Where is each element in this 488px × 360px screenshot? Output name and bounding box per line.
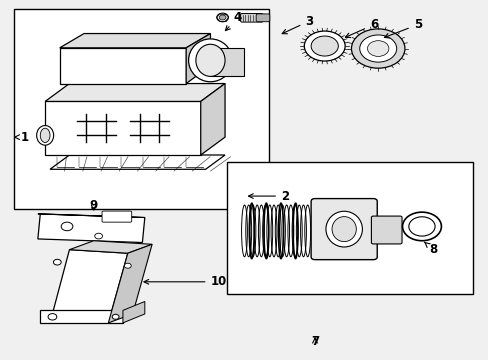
Circle shape bbox=[216, 13, 228, 22]
Polygon shape bbox=[38, 214, 144, 243]
Text: 4: 4 bbox=[225, 11, 242, 31]
Circle shape bbox=[61, 222, 73, 231]
Bar bbox=[14, 9, 268, 208]
Ellipse shape bbox=[40, 128, 50, 143]
Polygon shape bbox=[38, 214, 144, 217]
Polygon shape bbox=[69, 241, 152, 253]
Polygon shape bbox=[108, 244, 152, 323]
Polygon shape bbox=[186, 33, 210, 84]
Circle shape bbox=[304, 31, 345, 61]
Text: 1: 1 bbox=[15, 131, 29, 144]
Circle shape bbox=[95, 233, 102, 239]
Circle shape bbox=[112, 314, 119, 319]
Ellipse shape bbox=[196, 44, 224, 76]
Ellipse shape bbox=[325, 211, 362, 247]
Circle shape bbox=[219, 15, 225, 20]
Polygon shape bbox=[40, 310, 122, 323]
Circle shape bbox=[367, 41, 388, 57]
Circle shape bbox=[124, 263, 131, 268]
Text: 10: 10 bbox=[143, 275, 226, 288]
Ellipse shape bbox=[37, 126, 54, 145]
Text: 9: 9 bbox=[89, 198, 98, 212]
FancyBboxPatch shape bbox=[310, 199, 376, 260]
Ellipse shape bbox=[331, 217, 356, 242]
Circle shape bbox=[408, 217, 434, 236]
FancyBboxPatch shape bbox=[256, 14, 269, 22]
Circle shape bbox=[48, 314, 57, 320]
Text: 6: 6 bbox=[345, 18, 377, 37]
Circle shape bbox=[351, 29, 404, 68]
Polygon shape bbox=[60, 48, 186, 84]
Text: 5: 5 bbox=[384, 18, 421, 38]
FancyBboxPatch shape bbox=[240, 14, 263, 22]
Circle shape bbox=[359, 35, 396, 62]
Circle shape bbox=[310, 36, 338, 56]
Polygon shape bbox=[50, 249, 127, 323]
Polygon shape bbox=[201, 84, 224, 155]
FancyBboxPatch shape bbox=[102, 211, 131, 222]
Text: 3: 3 bbox=[282, 14, 313, 34]
Polygon shape bbox=[122, 301, 144, 323]
Bar bbox=[227, 162, 472, 294]
Polygon shape bbox=[60, 33, 210, 48]
Polygon shape bbox=[210, 48, 244, 76]
Text: 7: 7 bbox=[310, 335, 318, 348]
Circle shape bbox=[53, 259, 61, 265]
Polygon shape bbox=[45, 84, 224, 102]
Polygon shape bbox=[50, 155, 224, 169]
Polygon shape bbox=[45, 102, 201, 155]
Circle shape bbox=[402, 212, 441, 241]
Text: 2: 2 bbox=[248, 190, 288, 203]
Text: 8: 8 bbox=[424, 242, 437, 256]
Ellipse shape bbox=[188, 39, 232, 82]
FancyBboxPatch shape bbox=[371, 216, 401, 244]
